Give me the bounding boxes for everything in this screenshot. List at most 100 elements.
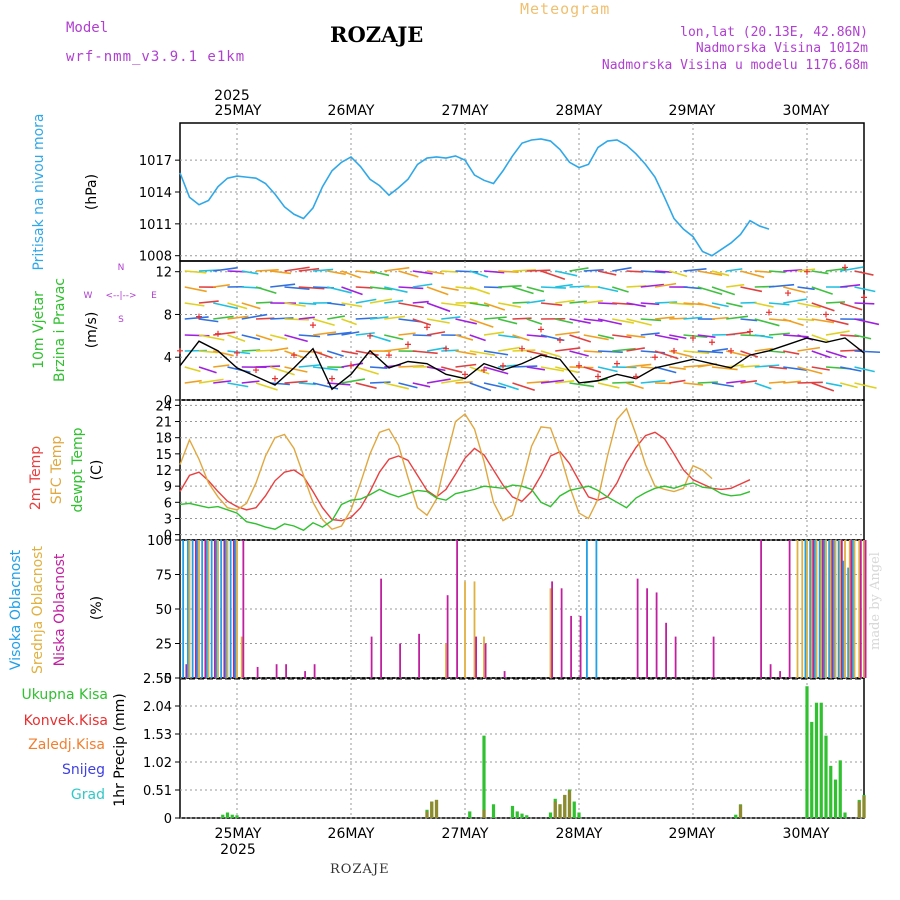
wind-arrow (341, 270, 362, 279)
wind-arrow (270, 334, 288, 340)
wind-arrow (854, 366, 875, 373)
top-year: 2025 (214, 88, 250, 104)
wind-arrow (854, 286, 876, 293)
wind-arrow (797, 286, 815, 291)
compass-s: S (118, 315, 124, 325)
wind-tick-label: 8 (164, 308, 172, 323)
cloud-low-bar (850, 540, 853, 678)
compass-arrows: <--|--> (105, 291, 136, 301)
wind-arrow (512, 334, 530, 342)
cloud-unit: (%) (89, 596, 105, 620)
dewpoint-line (179, 482, 751, 532)
wind-arrow (654, 270, 673, 274)
wind-arrow (241, 380, 260, 384)
precip-total-bar (843, 812, 847, 818)
wind-arrow (811, 318, 835, 324)
wind-arrow (768, 283, 795, 288)
precip-tick-label: 1.02 (143, 756, 172, 771)
wind-arrow (398, 382, 418, 389)
cloud-mid-bar (829, 540, 832, 678)
wind-arrow (369, 334, 391, 343)
wind-arrow (298, 302, 317, 305)
wind-arrow (654, 350, 679, 360)
cloud-mid-bar (848, 540, 851, 678)
cloud-high-bar (234, 540, 237, 678)
wind-arrow (227, 315, 249, 320)
wind-arrow (612, 318, 634, 324)
precip-conv-bar (862, 796, 866, 818)
compass-w: W (84, 291, 93, 301)
wind-arrow (840, 349, 863, 352)
wind-arrow (726, 331, 750, 336)
precip-total-bar (520, 813, 524, 818)
wind-arrow (241, 313, 268, 320)
cloud-mid-bar (839, 540, 842, 678)
wind-arrow (768, 270, 786, 274)
wind-arrow (669, 270, 688, 278)
wind-arrow (384, 315, 406, 320)
gust-marker (671, 347, 677, 354)
wind-arrow (840, 366, 862, 372)
wind-arrow (512, 317, 532, 320)
wind-arrow (626, 270, 644, 273)
wind-arrow (227, 302, 248, 310)
cloud-low-bar (285, 664, 287, 678)
cloud-mid-bar (240, 636, 243, 678)
precip-total-bar (814, 702, 819, 818)
wind-arrow (583, 268, 604, 272)
wind-arrow (597, 366, 618, 373)
wind-arrow (683, 316, 703, 320)
cloud-mid-bar (198, 540, 200, 678)
wind-arrow (540, 302, 563, 307)
wind-arrow (626, 318, 652, 326)
wind-arrow (569, 366, 594, 369)
wind-arrow (255, 334, 273, 341)
wind-arrow (398, 302, 424, 309)
cloud-high-bar (837, 540, 840, 678)
precip-total-bar (491, 804, 496, 818)
wind-arrow (597, 334, 615, 340)
cloud-mid-bar (806, 540, 808, 678)
wind-arrow (341, 302, 363, 308)
precip-total-bar (225, 812, 230, 818)
wind-speed-line (179, 337, 865, 391)
wind-arrow (683, 302, 704, 306)
cloud-low-bar (399, 643, 401, 678)
wind-arrow (825, 350, 847, 359)
cloud-low-bar (304, 671, 306, 678)
wind-arrow (369, 270, 390, 277)
wind-arrow (597, 350, 623, 353)
wind-tick-label: 0 (164, 394, 172, 409)
wind-arrow (426, 318, 450, 324)
wind-arrow (512, 286, 534, 295)
precip-total-bar (824, 735, 828, 818)
gust-marker (348, 362, 354, 369)
wind-arrow (555, 331, 579, 336)
precip-conv-bar (553, 801, 557, 818)
wind-arrow (441, 378, 464, 384)
wind-arrow (341, 318, 357, 326)
wind-arrow (184, 286, 207, 293)
wind-arrow (369, 366, 388, 370)
wind-arrow (825, 267, 847, 272)
wind-arrow (754, 364, 780, 368)
gust-marker (424, 324, 430, 331)
wind-ylabel-1: 10m Vjetar (31, 291, 47, 369)
wind-arrow (498, 318, 518, 325)
precip-total-bar (572, 801, 576, 818)
wind-arrow (469, 302, 490, 307)
wind-panel-frame (179, 260, 865, 401)
wind-arrow (241, 334, 261, 341)
temp-tick-label: 21 (155, 416, 172, 431)
precip-total-bar (230, 814, 234, 818)
temp-ylabel-1: 2m Temp (28, 446, 44, 510)
wind-arrow (298, 382, 316, 386)
wind-arrow (726, 268, 743, 272)
wind-arrow (455, 318, 477, 325)
temp-tick-label: 12 (155, 464, 172, 479)
wind-ylabel-2: Brzina i Pravac (52, 278, 68, 382)
wind-arrow (740, 350, 759, 358)
wind-arrow (298, 316, 315, 320)
wind-arrow (455, 363, 477, 368)
wind-arrow (555, 270, 578, 277)
